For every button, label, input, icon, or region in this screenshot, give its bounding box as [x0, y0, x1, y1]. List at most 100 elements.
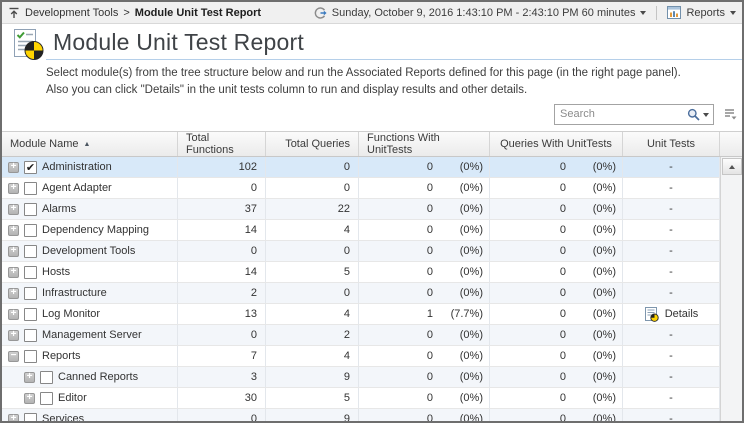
up-level-icon — [8, 7, 20, 19]
table-row[interactable]: + Services 0 9 0 (0%) 0 (0%) - — [2, 409, 720, 421]
module-checkbox[interactable] — [24, 244, 37, 258]
unit-tests-empty: - — [669, 182, 673, 194]
expand-button[interactable]: + — [8, 161, 19, 173]
total-functions-cell: 30 — [178, 388, 266, 408]
table-row[interactable]: + Development Tools 0 0 0 (0%) 0 (0%) - — [2, 241, 720, 262]
total-functions-cell: 0 — [178, 325, 266, 345]
queries-with-unittests-cell: 0 (0%) — [490, 241, 623, 261]
search-options-chevron-icon[interactable] — [703, 112, 709, 117]
search-icon[interactable] — [687, 108, 700, 121]
module-checkbox[interactable] — [24, 328, 37, 342]
module-checkbox[interactable] — [24, 223, 37, 237]
column-header-module-name[interactable]: Module Name ▲ — [2, 132, 178, 156]
table-row[interactable]: − Reports 7 4 0 (0%) 0 (0%) - — [2, 346, 720, 367]
total-functions-cell: 2 — [178, 283, 266, 303]
total-functions-cell: 0 — [178, 241, 266, 261]
module-checkbox[interactable] — [40, 391, 53, 405]
search-input[interactable] — [555, 108, 687, 120]
module-name: Management Server — [42, 329, 142, 341]
table-row[interactable]: + Dependency Mapping 14 4 0 (0%) 0 (0%) - — [2, 220, 720, 241]
reports-button-label: Reports — [686, 6, 725, 19]
expand-button[interactable]: + — [8, 182, 19, 194]
unit-tests-empty: - — [669, 329, 673, 341]
table-row[interactable]: + Infrastructure 2 0 0 (0%) 0 (0%) - — [2, 283, 720, 304]
module-checkbox[interactable] — [24, 307, 37, 321]
module-name-cell: + Editor — [2, 388, 178, 408]
table-row[interactable]: + Canned Reports 3 9 0 (0%) 0 (0%) - — [2, 367, 720, 388]
module-checkbox[interactable] — [24, 286, 37, 300]
module-name-cell: + Services — [2, 409, 178, 421]
module-name-cell: + Development Tools — [2, 241, 178, 261]
expand-button[interactable]: + — [8, 203, 19, 215]
expand-button[interactable]: + — [24, 371, 35, 383]
unit-tests-empty: - — [669, 266, 673, 278]
page-title: Module Unit Test Report — [53, 29, 304, 55]
module-table: Module Name ▲ Total Functions Total Quer… — [2, 131, 742, 421]
expand-button[interactable]: + — [8, 413, 19, 421]
details-link[interactable]: Details — [664, 308, 699, 320]
module-checkbox[interactable]: ✔ — [24, 160, 37, 174]
column-menu-icon[interactable] — [723, 108, 737, 120]
module-checkbox[interactable] — [24, 181, 37, 195]
queries-with-unittests-cell: 0 (0%) — [490, 304, 623, 324]
column-header-functions-with-unittests[interactable]: Functions With UnitTests — [359, 132, 490, 156]
expand-button[interactable]: + — [8, 308, 19, 320]
functions-with-unittests-cell: 0 (0%) — [359, 409, 490, 421]
table-row[interactable]: + Agent Adapter 0 0 0 (0%) 0 (0%) - — [2, 178, 720, 199]
unit-tests-empty: - — [669, 350, 673, 362]
column-header-total-functions[interactable]: Total Functions — [178, 132, 266, 156]
module-name: Agent Adapter — [42, 182, 112, 194]
search-box[interactable] — [554, 103, 714, 125]
title-underline — [46, 59, 742, 60]
module-name-cell: + Infrastructure — [2, 283, 178, 303]
module-name: Infrastructure — [42, 287, 107, 299]
vertical-scrollbar[interactable] — [720, 157, 742, 421]
module-checkbox[interactable] — [24, 349, 37, 363]
time-range-selector[interactable]: Sunday, October 9, 2016 1:43:10 PM - 2:4… — [313, 6, 647, 20]
module-name: Hosts — [42, 266, 71, 278]
module-checkbox[interactable] — [24, 265, 37, 279]
queries-with-unittests-cell: 0 (0%) — [490, 367, 623, 387]
table-row[interactable]: + Editor 30 5 0 (0%) 0 (0%) - — [2, 388, 720, 409]
expand-button[interactable]: + — [8, 224, 19, 236]
module-checkbox[interactable] — [24, 202, 37, 216]
table-row[interactable]: + Hosts 14 5 0 (0%) 0 (0%) - — [2, 262, 720, 283]
functions-with-unittests-cell: 0 (0%) — [359, 178, 490, 198]
top-bar-right: Sunday, October 9, 2016 1:43:10 PM - 2:4… — [313, 5, 736, 20]
table-row[interactable]: + Management Server 0 2 0 (0%) 0 (0%) - — [2, 325, 720, 346]
module-name-cell: + Management Server — [2, 325, 178, 345]
unit-tests-cell: - — [623, 262, 720, 282]
module-checkbox[interactable] — [40, 370, 53, 384]
table-row[interactable]: + Alarms 37 22 0 (0%) 0 (0%) - — [2, 199, 720, 220]
expand-button[interactable]: + — [8, 329, 19, 341]
reports-button[interactable]: Reports — [667, 6, 736, 19]
sort-ascending-icon: ▲ — [83, 141, 91, 148]
expand-button[interactable]: + — [8, 287, 19, 299]
functions-with-unittests-cell: 1 (7.7%) — [359, 304, 490, 324]
queries-with-unittests-cell: 0 (0%) — [490, 178, 623, 198]
functions-with-unittests-cell: 0 (0%) — [359, 262, 490, 282]
total-functions-cell: 37 — [178, 199, 266, 219]
column-header-total-queries[interactable]: Total Queries — [266, 132, 359, 156]
expand-button[interactable]: + — [24, 392, 35, 404]
total-functions-cell: 0 — [178, 409, 266, 421]
breadcrumb[interactable]: Development Tools > Module Unit Test Rep… — [8, 7, 261, 19]
collapse-button[interactable]: − — [8, 350, 19, 362]
column-header-unit-tests[interactable]: Unit Tests — [623, 132, 720, 156]
total-queries-cell: 4 — [266, 346, 359, 366]
module-name: Alarms — [42, 203, 77, 215]
unit-tests-cell: - — [623, 388, 720, 408]
functions-with-unittests-cell: 0 (0%) — [359, 325, 490, 345]
total-queries-cell: 0 — [266, 157, 359, 177]
expand-button[interactable]: + — [8, 266, 19, 278]
expand-button[interactable]: + — [8, 245, 19, 257]
table-row[interactable]: + Log Monitor 13 4 1 (7.7%) 0 (0%) Details — [2, 304, 720, 325]
unit-tests-empty: - — [669, 161, 673, 173]
chevron-down-icon — [730, 11, 736, 15]
breadcrumb-parent[interactable]: Development Tools — [25, 6, 119, 19]
queries-with-unittests-cell: 0 (0%) — [490, 388, 623, 408]
module-checkbox[interactable] — [24, 412, 37, 421]
table-row[interactable]: + ✔ Administration 102 0 0 (0%) 0 (0%) - — [2, 157, 720, 178]
scroll-up-button[interactable] — [721, 158, 742, 175]
column-header-queries-with-unittests[interactable]: Queries With UnitTests — [490, 132, 623, 156]
